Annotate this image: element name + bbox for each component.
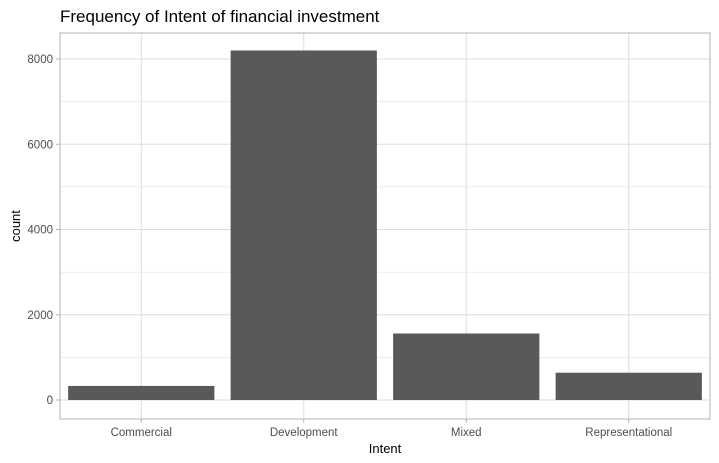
bar-commercial — [68, 385, 215, 400]
y-axis-title: count — [8, 210, 23, 242]
y-tick-label: 2000 — [27, 310, 53, 322]
bar-development — [230, 50, 377, 400]
x-tick-label: Representational — [585, 427, 672, 439]
x-axis-ticks: Commercial Development Mixed Representation… — [111, 419, 672, 439]
y-tick-label: 4000 — [27, 225, 53, 237]
x-tick-label: Commercial — [111, 427, 172, 439]
y-tick-label: 8000 — [27, 54, 53, 66]
bar-representational — [555, 372, 702, 400]
x-tick-label: Development — [270, 427, 339, 439]
chart-title: Frequency of Intent of financial investm… — [60, 7, 380, 26]
bar-mixed — [393, 333, 540, 400]
grid-lines — [60, 33, 710, 419]
x-tick-label: Mixed — [451, 427, 482, 439]
y-tick-label: 6000 — [27, 139, 53, 151]
y-axis-ticks: 0 2000 4000 6000 8000 — [27, 54, 60, 407]
y-tick-label: 0 — [47, 395, 53, 407]
panel-border — [59, 32, 711, 420]
x-axis-title: Intent — [369, 441, 402, 456]
bars — [68, 50, 702, 400]
